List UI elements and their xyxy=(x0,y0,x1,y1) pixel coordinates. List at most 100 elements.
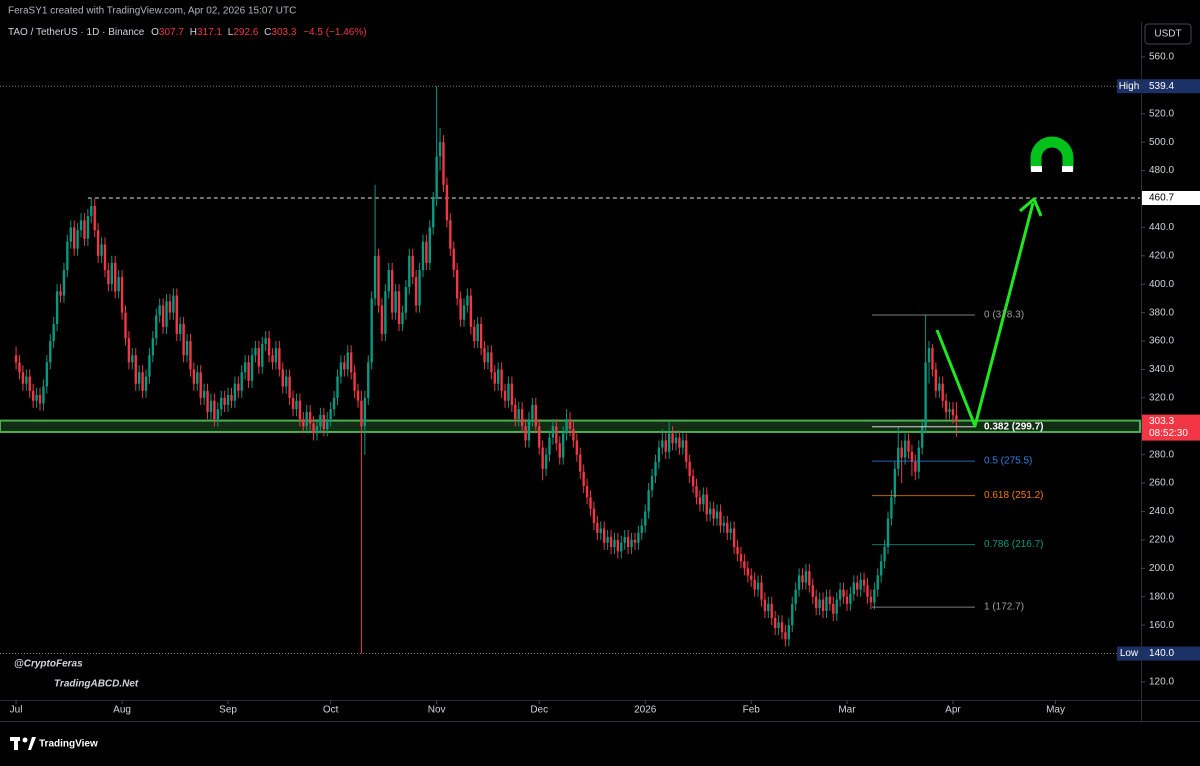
candle-body xyxy=(726,522,729,533)
x-tick-label: Nov xyxy=(428,705,446,716)
candle-body xyxy=(397,291,401,324)
candle-body xyxy=(678,437,681,448)
high-tag xyxy=(1117,79,1141,94)
y-tick-label: 400.0 xyxy=(1149,279,1174,290)
candle-body xyxy=(179,323,182,334)
candle-body xyxy=(951,409,955,416)
projection-arrow xyxy=(935,202,1035,428)
candle-body xyxy=(151,338,155,356)
candle-body xyxy=(538,426,541,448)
candle-body xyxy=(247,362,250,381)
candle-body xyxy=(852,582,855,594)
candle-body xyxy=(729,528,732,533)
candle-body xyxy=(79,220,83,231)
candle-body xyxy=(233,383,237,401)
candle-body xyxy=(192,369,196,384)
candle-body xyxy=(326,419,329,430)
candle-body xyxy=(924,362,927,427)
candle-body xyxy=(715,511,719,519)
candle-body xyxy=(42,386,45,404)
x-tick-label: Mar xyxy=(838,705,856,716)
fib-label: 0 (378.3) xyxy=(984,310,1024,321)
candle-body xyxy=(667,433,671,452)
candle-body xyxy=(804,571,808,583)
logo-part xyxy=(14,737,18,750)
candle-body xyxy=(551,426,555,438)
candle-body xyxy=(917,447,920,472)
candle-body xyxy=(514,404,517,420)
candle-body xyxy=(534,404,538,427)
ohlc-value: 303.3 xyxy=(271,27,296,38)
candle-body xyxy=(213,400,216,420)
candle-body xyxy=(356,390,360,401)
currency-box[interactable] xyxy=(1144,23,1192,45)
candle-body xyxy=(390,270,394,313)
y-tick-label: 320.0 xyxy=(1149,393,1174,404)
candle-body xyxy=(661,440,664,448)
candle-body xyxy=(165,301,168,327)
candle-body xyxy=(695,485,698,498)
candle-body xyxy=(623,537,626,543)
y-tick-label: 360.0 xyxy=(1149,336,1174,347)
x-tick-label: Feb xyxy=(743,705,761,716)
candle-body xyxy=(428,227,432,263)
candle-body xyxy=(794,589,797,604)
candle-body xyxy=(76,230,79,249)
candle-body xyxy=(380,305,384,334)
candle-body xyxy=(302,419,305,427)
candle-body xyxy=(763,599,767,611)
y-tick-label: 380.0 xyxy=(1149,307,1174,318)
candle-body xyxy=(821,599,825,611)
candle-body xyxy=(110,262,114,285)
candle-body xyxy=(934,369,938,391)
price-badge xyxy=(1142,646,1200,661)
candle-body xyxy=(838,589,842,600)
candle-body xyxy=(948,409,951,413)
ohlc-value: 307.7 xyxy=(159,27,184,38)
low-tag-label: Low xyxy=(1120,648,1139,659)
candle-body xyxy=(903,440,907,458)
candle-body xyxy=(859,579,862,590)
candle-body xyxy=(206,390,209,413)
candle-body xyxy=(394,291,397,313)
change: −4.5 (−1.46%) xyxy=(303,27,366,38)
magnet-icon xyxy=(1030,136,1074,170)
candle-body xyxy=(117,277,120,292)
candle-body xyxy=(73,227,76,249)
candle-body xyxy=(811,585,814,597)
candle-body xyxy=(387,270,390,292)
candle-body xyxy=(83,220,86,239)
candle-body xyxy=(814,596,818,609)
candle-body xyxy=(900,447,903,458)
y-tick-label: 480.0 xyxy=(1149,165,1174,176)
candle-body xyxy=(599,528,602,533)
candle-body xyxy=(329,409,332,420)
candle-body xyxy=(343,362,346,370)
candle-body xyxy=(438,142,442,157)
high-value: 539.4 xyxy=(1149,81,1174,92)
candle-body xyxy=(579,454,582,472)
candle-body xyxy=(55,291,59,324)
candle-body xyxy=(373,255,377,299)
x-tick-label: May xyxy=(1046,705,1065,716)
candle-body xyxy=(107,270,110,285)
candle-body xyxy=(483,348,486,363)
candle-body xyxy=(886,518,890,548)
last-price-badge xyxy=(1142,414,1200,441)
candle-body xyxy=(777,622,780,628)
candle-body xyxy=(161,305,165,327)
ohlc-letter: L xyxy=(228,27,234,38)
candle-body xyxy=(261,343,264,367)
candle-body xyxy=(332,397,336,410)
candle-body xyxy=(401,312,404,324)
candle-body xyxy=(910,451,914,462)
low-value: 140.0 xyxy=(1149,648,1174,659)
tv-logo xyxy=(10,737,36,750)
candle-body xyxy=(883,547,886,562)
candle-body xyxy=(637,532,640,543)
low-tag xyxy=(1117,646,1141,661)
currency: USDT xyxy=(1154,29,1181,40)
y-tick-label: 120.0 xyxy=(1149,677,1174,688)
candle-body xyxy=(527,419,531,441)
